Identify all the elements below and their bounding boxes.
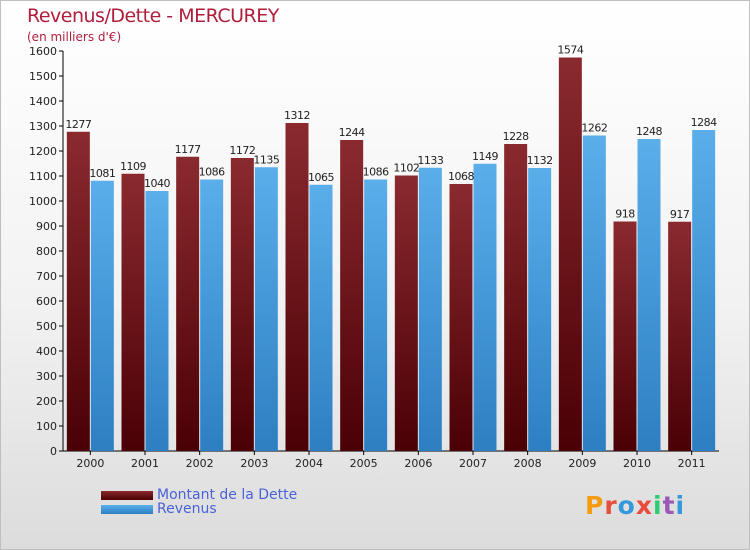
logo-letter: i (653, 491, 663, 520)
chart-title: Revenus/Dette - MERCUREY (27, 5, 279, 27)
x-tick-label: 2010 (623, 457, 651, 470)
y-tick-label: 600 (36, 295, 57, 308)
chart-subtitle: (en milliers d'€) (27, 30, 122, 44)
data-label-dette: 1109 (120, 160, 146, 173)
x-tick-label: 2011 (678, 457, 706, 470)
logo-letter: P (585, 491, 605, 520)
y-tick-label: 1100 (29, 170, 57, 183)
legend-label-dette: Montant de la Dette (157, 487, 298, 503)
data-label-dette: 1244 (339, 126, 365, 139)
bar-dette (230, 158, 254, 451)
y-tick-label: 1000 (29, 195, 57, 208)
bar-revenus (200, 179, 224, 451)
chart-bars (66, 57, 716, 451)
y-tick-label: 1300 (29, 120, 57, 133)
x-tick-label: 2007 (459, 457, 487, 470)
data-label-revenus: 1149 (472, 150, 498, 163)
data-label-dette: 1574 (557, 44, 583, 57)
chart-data-labels: 1277 1109 1177 1172 1312 1244 1102 1068 1228 1574… (65, 44, 717, 221)
x-tick-label: 2000 (76, 457, 104, 470)
y-tick-label: 1500 (29, 70, 57, 83)
data-label-dette: 1102 (393, 162, 419, 175)
bar-dette (504, 144, 528, 451)
data-label-dette: 1312 (284, 109, 310, 122)
bar-revenus (309, 184, 333, 451)
x-tick-label: 2009 (568, 457, 596, 470)
chart-axes: 0 100 200 300 400 500 600 700 800 900 1000 1100 1200… (29, 45, 719, 470)
data-label-revenus: 1040 (144, 177, 170, 190)
bar-dette (340, 140, 364, 451)
legend-swatch-dette (101, 490, 153, 500)
y-tick-label: 1600 (29, 45, 57, 58)
bar-dette (449, 184, 473, 451)
data-label-dette: 1177 (175, 143, 201, 156)
legend-label-revenus: Revenus (157, 501, 217, 517)
logo-letter: o (617, 491, 636, 520)
data-label-revenus: 1248 (636, 125, 662, 138)
y-tick-label: 0 (50, 445, 57, 458)
data-label-dette: 1068 (448, 170, 474, 183)
data-label-revenus: 1065 (308, 171, 334, 184)
x-tick-label: 2001 (131, 457, 159, 470)
legend-item-dette: Montant de la Dette (101, 487, 297, 503)
y-tick-label: 200 (36, 395, 57, 408)
bar-dette (176, 156, 200, 451)
bar-revenus (418, 167, 442, 451)
data-label-revenus: 1262 (581, 122, 607, 135)
data-label-revenus: 1135 (253, 153, 279, 166)
bar-revenus (692, 130, 716, 451)
x-tick-label: 2005 (350, 457, 378, 470)
y-tick-label: 900 (36, 220, 57, 233)
y-tick-label: 1200 (29, 145, 57, 158)
y-tick-label: 400 (36, 345, 57, 358)
logo-letter: t (662, 491, 676, 520)
data-label-dette: 918 (615, 208, 635, 221)
data-label-revenus: 1086 (363, 166, 389, 179)
bar-dette (558, 57, 582, 451)
data-label-revenus: 1133 (417, 154, 443, 167)
data-label-revenus: 1086 (199, 166, 225, 179)
bar-dette (613, 221, 637, 451)
y-tick-label: 100 (36, 420, 57, 433)
data-label-revenus: 1081 (89, 167, 115, 180)
y-tick-label: 700 (36, 270, 57, 283)
y-tick-label: 1400 (29, 95, 57, 108)
x-tick-label: 2006 (404, 457, 432, 470)
data-label-dette: 1172 (229, 144, 255, 157)
bar-dette (121, 173, 145, 451)
logo-letter: x (635, 491, 653, 520)
x-tick-label: 2003 (240, 457, 268, 470)
y-tick-label: 800 (36, 245, 57, 258)
logo-letter: i (675, 491, 686, 520)
data-label-revenus: 1284 (691, 116, 717, 129)
data-label-dette: 1228 (503, 130, 529, 143)
bar-revenus (364, 179, 388, 451)
bar-dette (394, 175, 418, 451)
y-tick-label: 500 (36, 320, 57, 333)
proxiti-logo: Proxiti (585, 491, 685, 520)
bar-revenus (90, 180, 114, 451)
legend-swatch-revenus (101, 504, 153, 514)
data-label-dette: 917 (670, 208, 690, 221)
data-label-dette: 1277 (65, 118, 91, 131)
x-tick-label: 2004 (295, 457, 323, 470)
bar-revenus (528, 168, 552, 451)
x-tick-label: 2002 (186, 457, 214, 470)
bar-revenus (254, 167, 278, 451)
data-label-revenus: 1132 (527, 154, 553, 167)
x-tick-label: 2008 (514, 457, 542, 470)
bar-revenus (473, 163, 497, 451)
bar-revenus (637, 139, 661, 451)
y-tick-label: 300 (36, 370, 57, 383)
legend-item-revenus: Revenus (101, 501, 217, 517)
bar-dette (285, 123, 309, 451)
bar-revenus (145, 191, 169, 451)
bar-dette (668, 221, 692, 451)
logo-letter: r (604, 491, 618, 520)
bar-dette (66, 131, 90, 451)
bar-revenus (582, 135, 606, 451)
